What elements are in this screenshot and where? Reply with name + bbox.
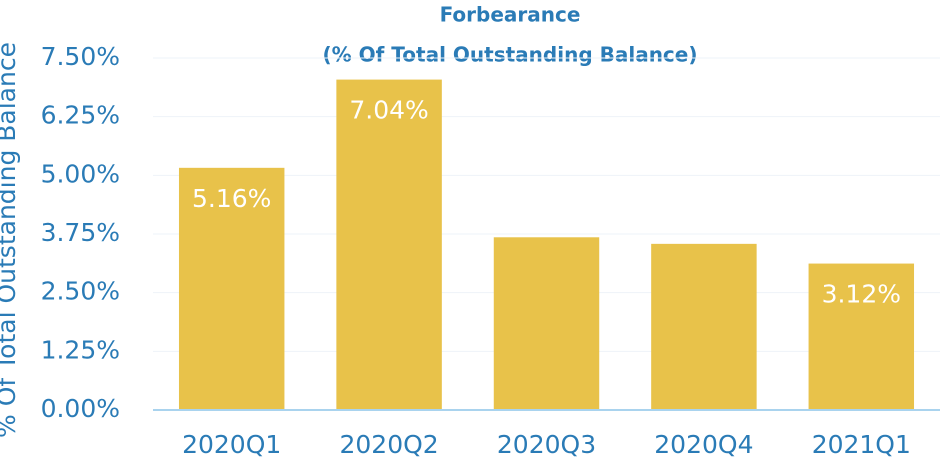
x-tick-label: 2020Q2 bbox=[339, 430, 438, 459]
bar bbox=[808, 263, 915, 410]
y-tick-label: 6.25% bbox=[41, 101, 120, 130]
bar bbox=[336, 79, 442, 411]
y-tick-label: 1.25% bbox=[41, 335, 120, 364]
x-tick-label: 2020Q1 bbox=[182, 430, 281, 459]
bar bbox=[178, 167, 285, 410]
y-tick-label: 5.00% bbox=[41, 159, 120, 188]
y-tick-label: 0.00% bbox=[41, 394, 120, 423]
value-label: 3.12% bbox=[822, 280, 901, 309]
y-tick-label: 2.50% bbox=[41, 277, 120, 306]
y-tick-label: 3.75% bbox=[41, 218, 120, 247]
x-tick-label: 2020Q3 bbox=[497, 430, 596, 459]
bar bbox=[651, 243, 757, 410]
value-label: 5.16% bbox=[192, 184, 271, 213]
y-axis-label: % Of Total Outstanding Balance bbox=[0, 42, 21, 438]
chart-subtitle: (% Of Total Outstanding Balance) bbox=[323, 43, 698, 67]
chart-title: Forbearance bbox=[440, 3, 581, 27]
x-tick-label: 2021Q1 bbox=[812, 430, 911, 459]
value-label: 7.04% bbox=[349, 96, 428, 125]
x-tick-label: 2020Q4 bbox=[654, 430, 753, 459]
bar bbox=[493, 237, 600, 410]
y-tick-label: 7.50% bbox=[41, 42, 120, 71]
